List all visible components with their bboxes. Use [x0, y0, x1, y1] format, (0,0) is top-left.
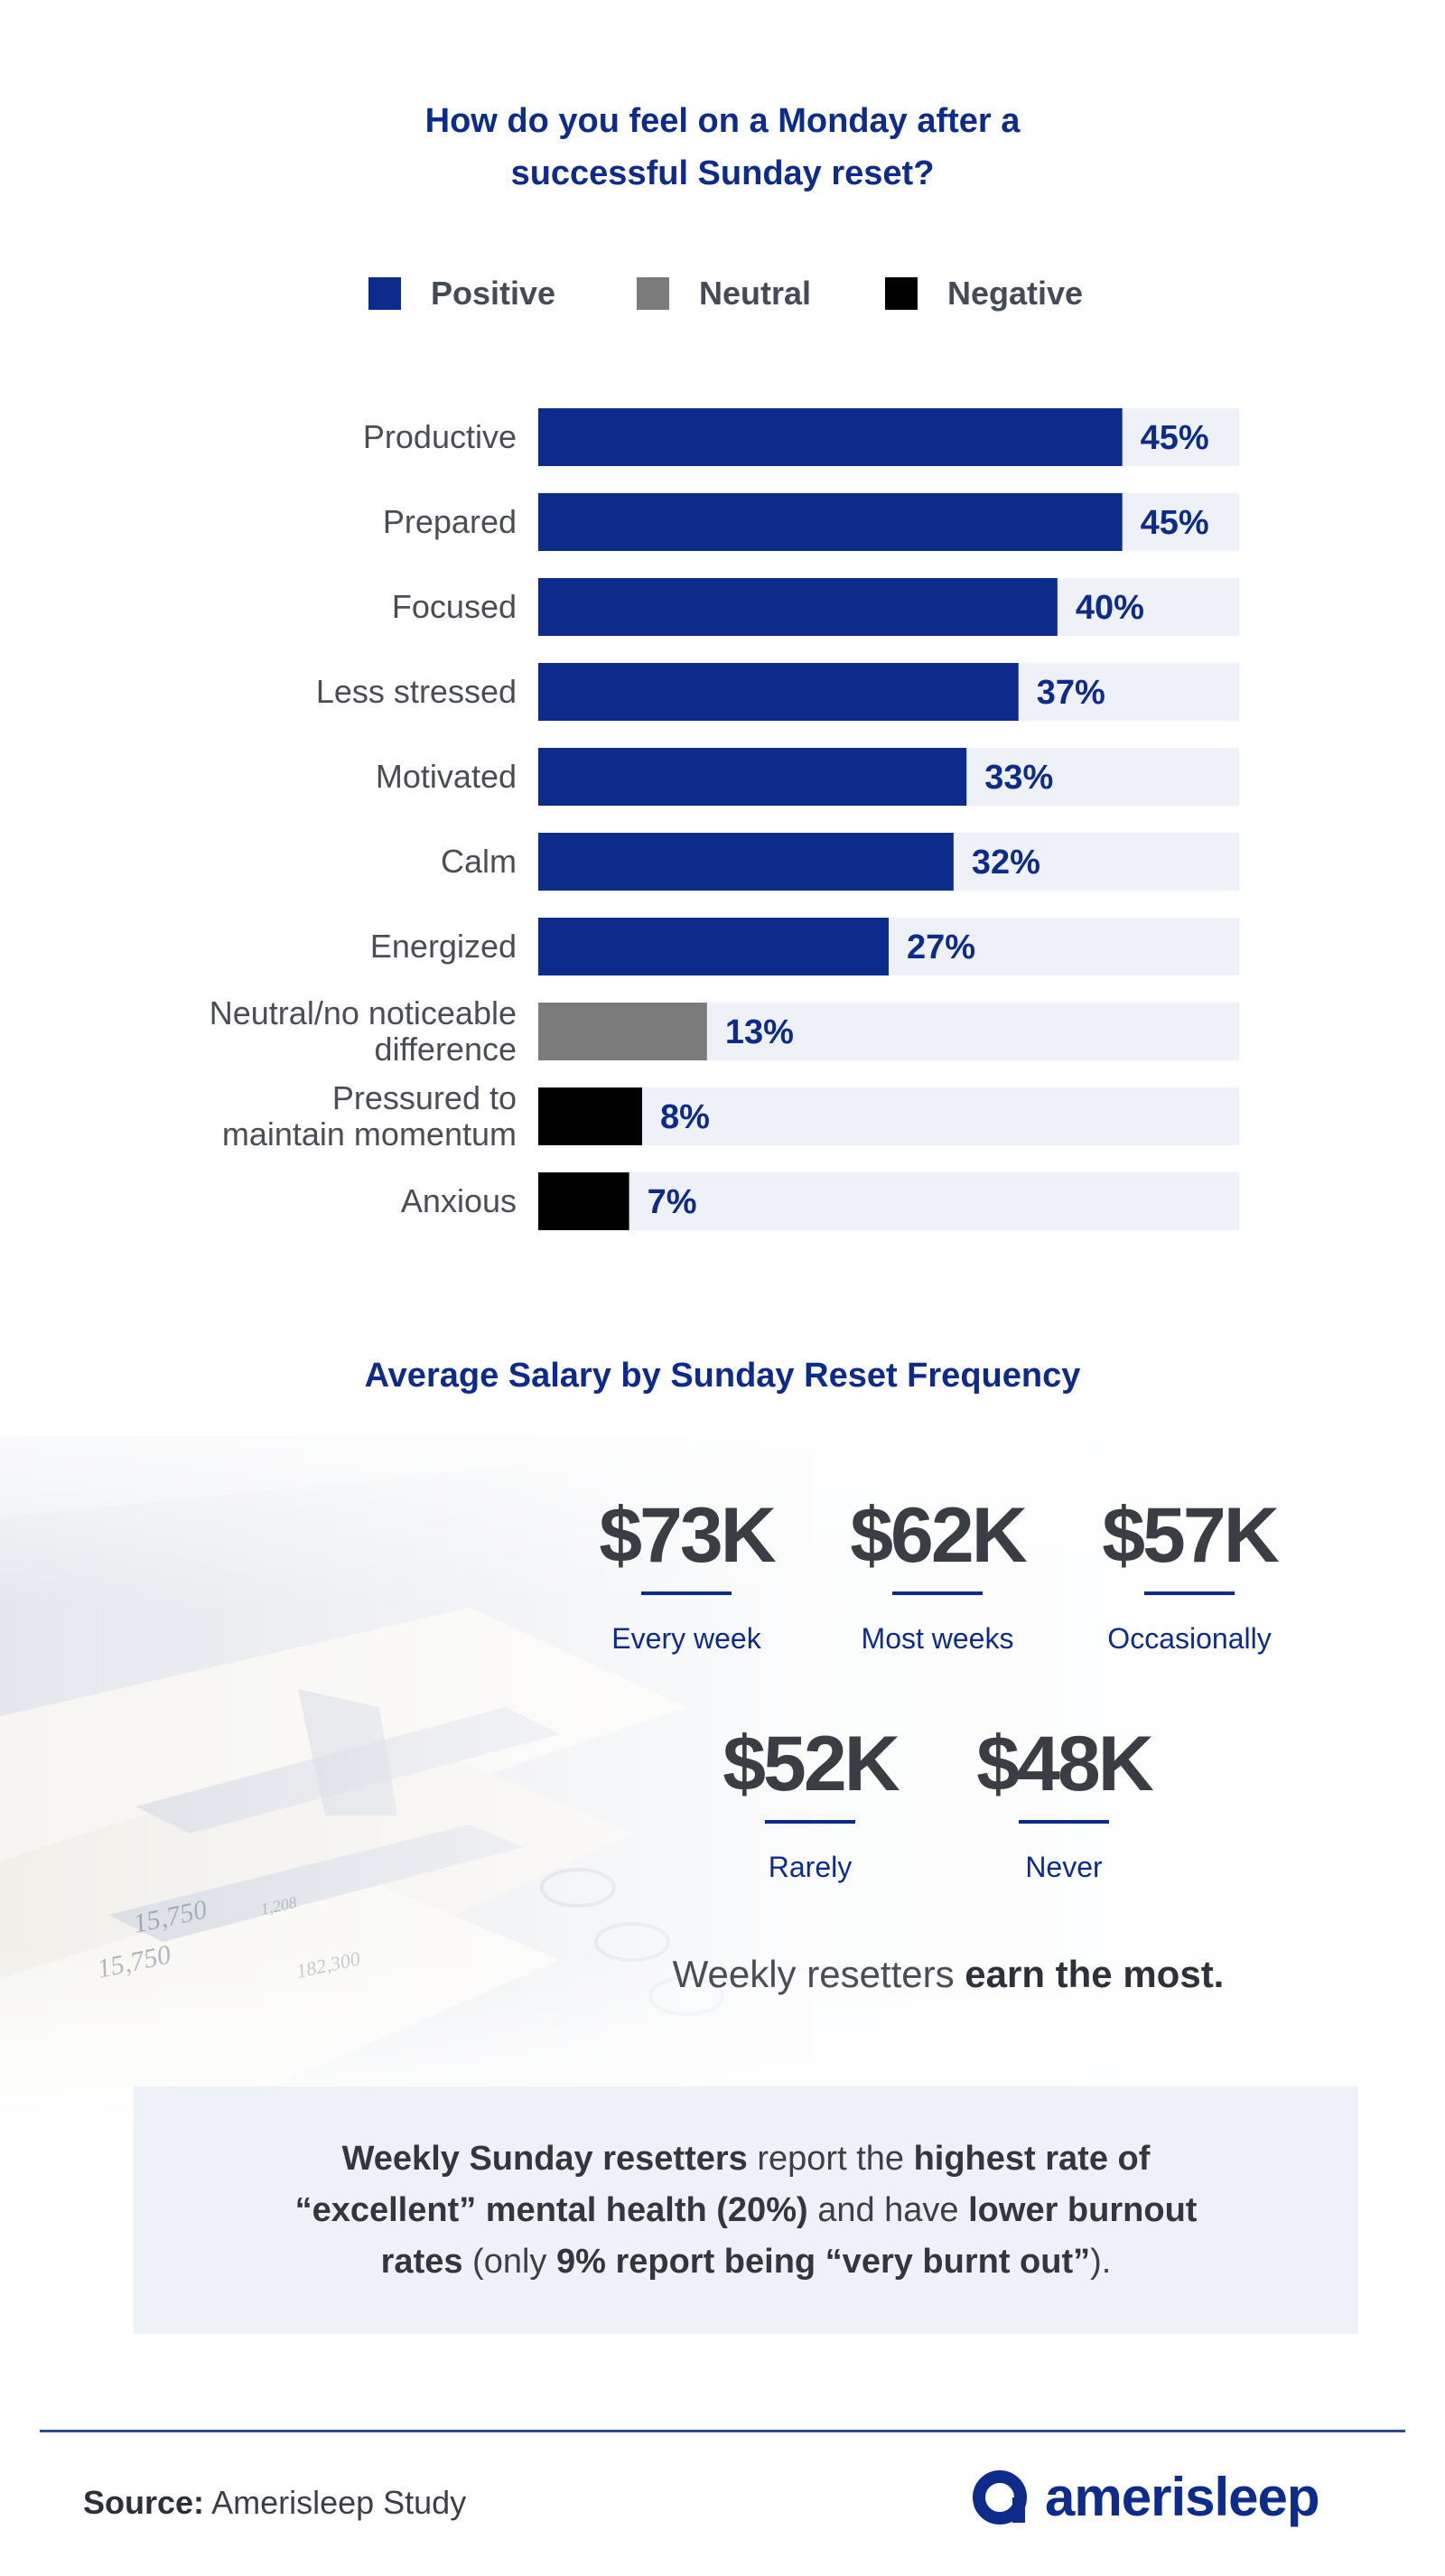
salary-label: Every week	[611, 1622, 761, 1655]
bar-value-label: 8%	[660, 1098, 710, 1136]
legend-item-negative: Negative	[885, 271, 1083, 316]
salary-underline	[892, 1591, 983, 1595]
source-value: Amerisleep Study	[204, 2484, 467, 2521]
category-label: Anxious	[401, 1182, 517, 1219]
category-label: Less stressed	[316, 673, 517, 710]
salary-label: Rarely	[768, 1851, 853, 1883]
callout-regular-1: report the	[747, 2139, 914, 2178]
legend-item-neutral: Neutral	[637, 271, 811, 316]
bar	[538, 408, 1123, 466]
bar-value-label: 37%	[1037, 674, 1105, 712]
bar-value-label: 7%	[648, 1183, 697, 1221]
salary-underline	[1144, 1591, 1235, 1595]
bar	[538, 493, 1123, 551]
footer-divider	[40, 2430, 1405, 2432]
callout-bold-1: Weekly Sunday resetters	[341, 2139, 748, 2178]
category-label: Focused	[392, 588, 517, 625]
legend-label-neutral: Neutral	[699, 275, 812, 312]
bar	[538, 663, 1019, 721]
bar-value-label: 32%	[972, 844, 1040, 882]
salary-underline	[765, 1820, 855, 1824]
category-label: Calm	[441, 843, 517, 880]
mental-health-callout: Weekly Sunday resetters report the highe…	[134, 2086, 1358, 2334]
salary-value: $62K	[850, 1492, 1028, 1579]
chart-title-line-2: successful Sunday reset?	[510, 154, 935, 192]
category-label: Motivated	[376, 758, 517, 795]
bar	[538, 1172, 629, 1230]
bar-value-label: 45%	[1141, 419, 1209, 457]
category-label: Energized	[370, 928, 517, 965]
salary-value: $73K	[599, 1492, 777, 1579]
chart-title-line-1: How do you feel on a Monday after a	[424, 102, 1021, 140]
salary-underline	[1019, 1820, 1109, 1824]
category-label: Prepared	[383, 503, 517, 540]
amerisleep-logo-icon	[973, 2469, 1027, 2525]
bar-value-label: 45%	[1141, 504, 1209, 542]
chart-legend: Positive Neutral Negative	[0, 271, 1445, 316]
callout-bold-2: highest rate of “excellent” mental healt…	[294, 2139, 1151, 2229]
bar	[538, 578, 1058, 636]
salary-value: $52K	[722, 1721, 900, 1807]
bar	[538, 833, 954, 891]
category-label: difference	[375, 1031, 517, 1068]
category-label: Pressured to	[332, 1079, 517, 1116]
callout-regular-4: ).	[1090, 2242, 1112, 2281]
salary-stat-never: $48K Never	[933, 1719, 1195, 1884]
callout-text: Weekly Sunday resetters report the highe…	[267, 2133, 1225, 2288]
ledger-photo-background: 15,750 15,750 1,208 182,300	[0, 1436, 1445, 2123]
bar	[538, 748, 967, 806]
category-label: Productive	[363, 418, 517, 455]
legend-swatch-positive	[368, 277, 401, 310]
bar	[538, 1087, 642, 1145]
bar-value-label: 40%	[1076, 589, 1144, 627]
salary-stat-rarely: $52K Rarely	[679, 1719, 941, 1884]
bar	[538, 918, 889, 975]
tagline-bold: earn the most.	[965, 1953, 1225, 1995]
bar-value-label: 27%	[907, 929, 975, 966]
salary-value: $48K	[976, 1721, 1154, 1807]
bar-value-label: 13%	[725, 1013, 794, 1051]
amerisleep-logo[interactable]: amerisleep	[971, 2466, 1320, 2528]
salary-value: $57K	[1102, 1492, 1280, 1579]
salary-stat-every-week: $73K Every week	[555, 1490, 817, 1656]
legend-swatch-negative	[885, 277, 918, 310]
bar	[538, 1003, 707, 1060]
salary-stat-occasionally: $57K Occasionally	[1058, 1490, 1320, 1656]
bar-track	[538, 1087, 1239, 1145]
legend-swatch-neutral	[637, 277, 669, 310]
salary-stat-most-weeks: $62K Most weeks	[806, 1490, 1068, 1656]
tagline-regular: Weekly resetters	[672, 1953, 965, 1995]
salary-underline	[641, 1591, 732, 1595]
bar-track	[538, 1172, 1239, 1230]
source-label: Source:	[83, 2484, 205, 2521]
chart-title: How do you feel on a Monday after a succ…	[0, 95, 1445, 200]
legend-item-positive: Positive	[368, 271, 555, 316]
legend-label-negative: Negative	[947, 275, 1084, 312]
bar-value-label: 33%	[984, 759, 1053, 797]
category-label: maintain momentum	[222, 1115, 517, 1153]
category-label: Neutral/no noticeable	[210, 994, 517, 1031]
salary-label: Most weeks	[861, 1622, 1014, 1655]
ledger-photo-illustration: 15,750 15,750 1,208 182,300	[0, 1436, 1445, 2123]
salary-label: Never	[1025, 1851, 1103, 1883]
salary-section-title: Average Salary by Sunday Reset Frequency	[364, 1357, 1081, 1395]
legend-label-positive: Positive	[431, 275, 556, 312]
callout-regular-2: and have	[807, 2190, 969, 2229]
bar-chart: 45% Productive 45% Prepared 40% Focused 37% Les…	[210, 408, 1239, 1230]
callout-regular-3: (only	[462, 2242, 556, 2281]
source-credit: Source: Amerisleep Study	[83, 2484, 466, 2522]
callout-bold-3: lower burnout rates	[380, 2190, 1198, 2281]
salary-label: Occasionally	[1107, 1622, 1272, 1655]
salary-tagline: Weekly resetters earn the most.	[542, 1953, 1355, 1996]
brand-name: amerisleep	[1045, 2467, 1320, 2527]
callout-bold-4: 9% report being “very burnt out”	[555, 2242, 1091, 2281]
